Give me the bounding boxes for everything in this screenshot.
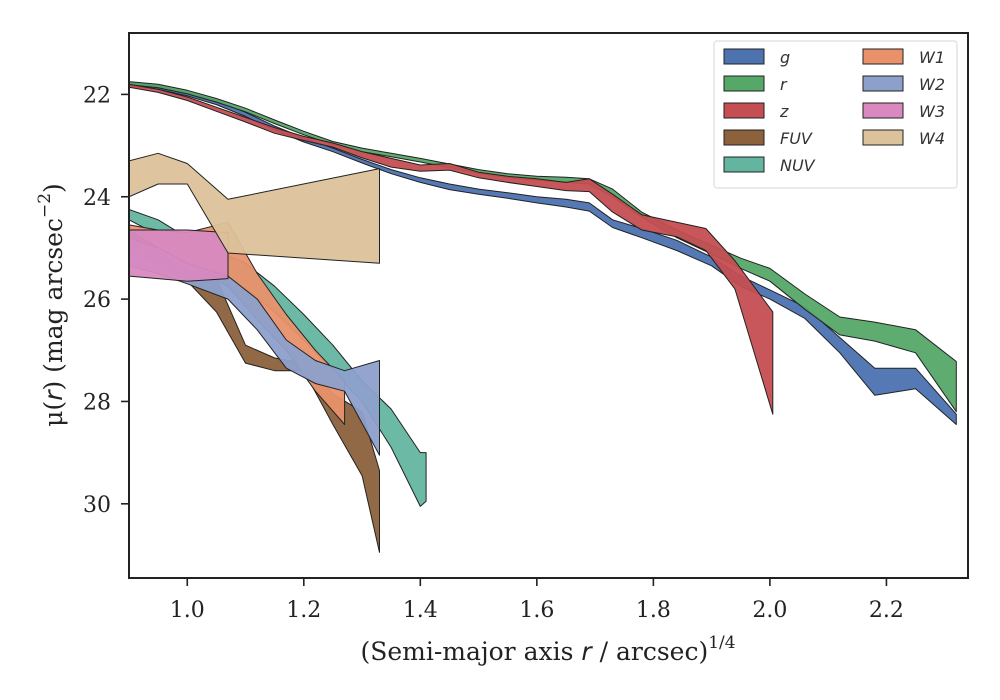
x-tick-label: 2.2 bbox=[869, 598, 904, 623]
legend: grz FUV NUV W1 W2 W3 W4 bbox=[713, 40, 958, 189]
band-r bbox=[129, 81, 957, 413]
legend-label-w1: W1 bbox=[919, 48, 945, 67]
legend-label-w3: W3 bbox=[919, 102, 945, 121]
x-tick-label: 1.6 bbox=[519, 598, 554, 623]
legend-swatch-r bbox=[723, 75, 765, 92]
legend-label-fuv: FUV bbox=[780, 129, 813, 148]
legend-label-z: z bbox=[779, 102, 789, 121]
legend-swatch-w4 bbox=[862, 129, 904, 146]
legend-swatch-w1 bbox=[862, 48, 904, 65]
y-tick-label: 28 bbox=[83, 390, 111, 415]
legend-label-r: r bbox=[780, 75, 788, 94]
x-tick-label: 1.0 bbox=[170, 598, 205, 623]
x-tick-label: 1.2 bbox=[286, 598, 321, 623]
legend-swatch-fuv bbox=[723, 129, 765, 146]
legend-swatch-z bbox=[723, 102, 765, 119]
y-tick-label: 30 bbox=[83, 493, 111, 518]
legend-label-nuv: NUV bbox=[780, 156, 816, 175]
band-z bbox=[129, 83, 774, 415]
data-bands bbox=[129, 81, 957, 553]
band-w4 bbox=[129, 152, 380, 264]
y-axis: 22 24 26 28 30 bbox=[83, 83, 129, 518]
band-g bbox=[129, 82, 957, 425]
x-tick-label: 1.8 bbox=[636, 598, 671, 623]
legend-swatch-w3 bbox=[862, 102, 904, 119]
y-tick-label: 22 bbox=[83, 83, 111, 108]
legend-swatch-nuv bbox=[723, 156, 765, 173]
legend-label-w2: W2 bbox=[919, 75, 945, 94]
y-tick-label: 26 bbox=[83, 288, 111, 313]
plot-frame bbox=[128, 32, 969, 579]
x-tick-label: 1.4 bbox=[403, 598, 438, 623]
x-axis: 1.0 1.2 1.4 1.6 1.8 2.0 2.2 bbox=[170, 578, 904, 623]
y-tick-label: 24 bbox=[83, 186, 111, 211]
x-axis-title: (Semi-major axis r / arcsec)1/4 bbox=[360, 633, 735, 666]
y-axis-title: μ(r) (mag arcsec−2) bbox=[35, 183, 68, 427]
legend-swatch-w2 bbox=[862, 75, 904, 92]
legend-swatch-g bbox=[723, 48, 765, 65]
legend-label-w4: W4 bbox=[919, 129, 945, 148]
x-tick-label: 2.0 bbox=[752, 598, 787, 623]
band-w3 bbox=[129, 229, 229, 282]
legend-label-g: g bbox=[780, 48, 790, 67]
